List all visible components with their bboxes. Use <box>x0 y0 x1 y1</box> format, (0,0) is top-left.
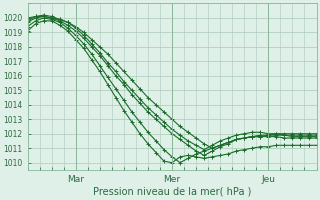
X-axis label: Pression niveau de la mer( hPa ): Pression niveau de la mer( hPa ) <box>93 187 251 197</box>
